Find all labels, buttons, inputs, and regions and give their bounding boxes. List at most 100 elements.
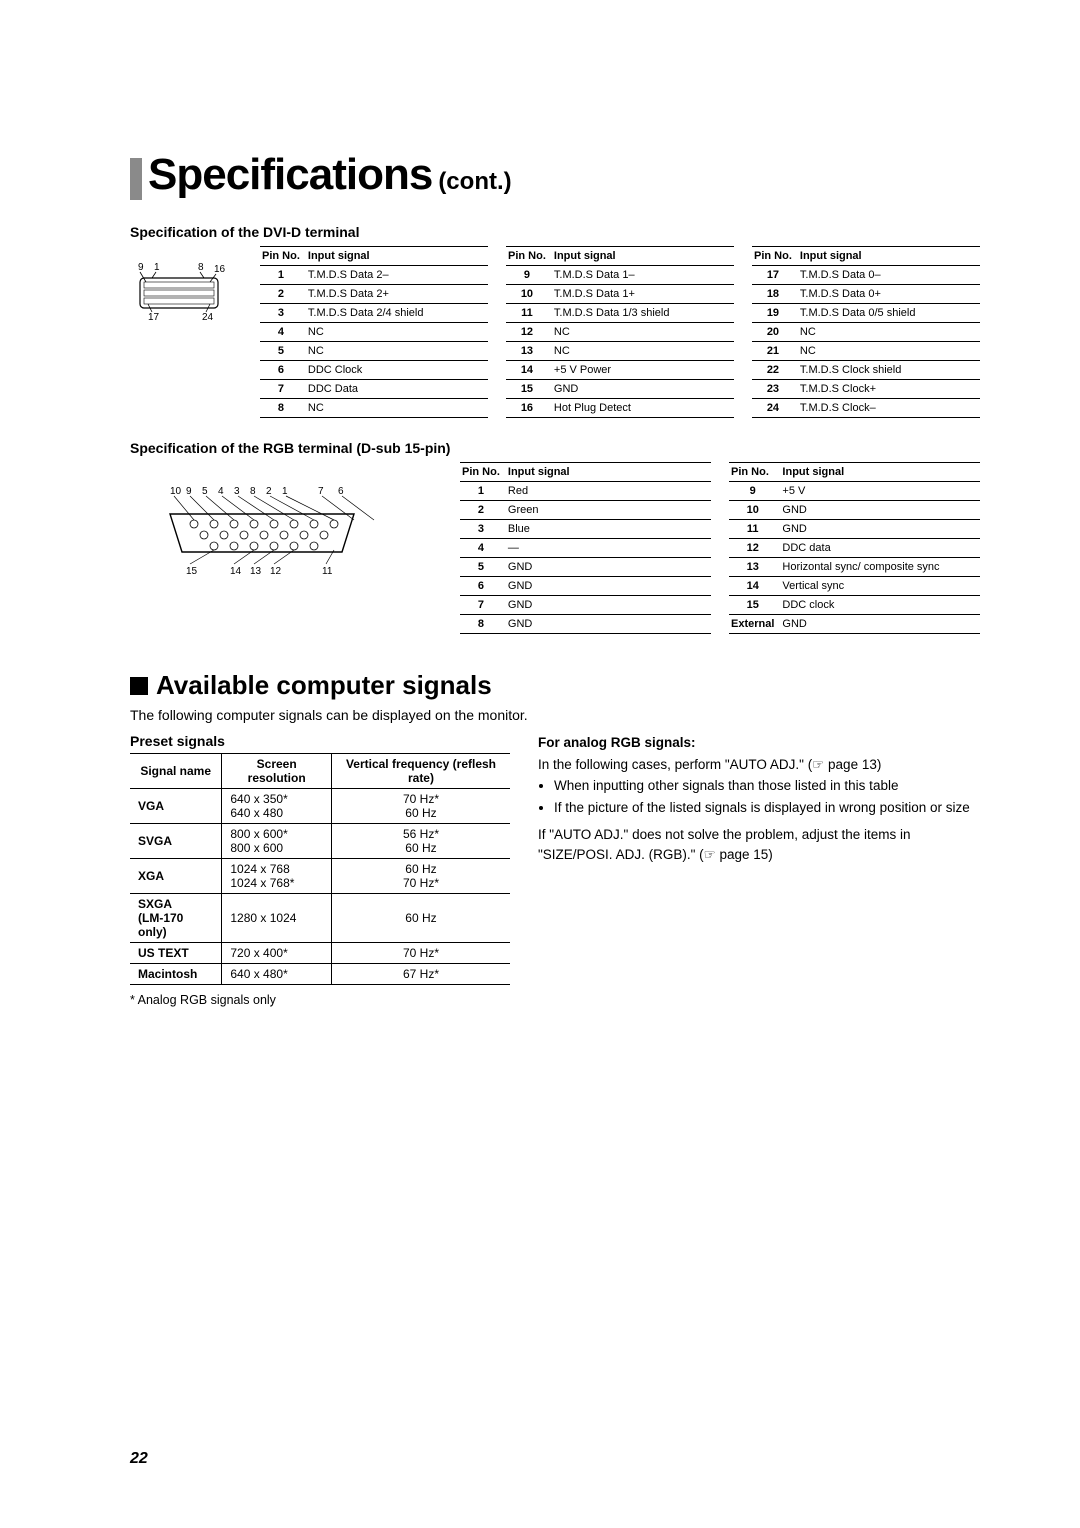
table-row: ExternalGND — [729, 615, 980, 634]
preset-left: Preset signals Signal name Screen resolu… — [130, 733, 510, 1007]
signal-res: 640 x 480* — [222, 964, 332, 985]
rgb-notes-p1: In the following cases, perform "AUTO AD… — [538, 755, 980, 775]
pin-no: 19 — [752, 304, 798, 323]
dvi-heading: Specification of the DVI-D terminal — [130, 224, 980, 240]
pin-table: Pin No.Input signal17T.M.D.S Data 0–18T.… — [752, 246, 980, 418]
pin-signal: GND — [506, 615, 711, 634]
pin-signal: GND — [552, 380, 734, 399]
pin-signal: DDC Clock — [306, 361, 488, 380]
table-row: 17T.M.D.S Data 0– — [752, 266, 980, 285]
svg-text:14: 14 — [230, 566, 242, 577]
table-row: 1T.M.D.S Data 2– — [260, 266, 488, 285]
pin-signal: T.M.D.S Data 0+ — [798, 285, 980, 304]
signal-res: 1024 x 7681024 x 768* — [222, 859, 332, 894]
pin-signal: NC — [798, 323, 980, 342]
pin-table: Pin No.Input signal9T.M.D.S Data 1–10T.M… — [506, 246, 734, 418]
pin-signal: — — [506, 539, 711, 558]
page-number: 22 — [130, 1450, 148, 1468]
table-row: 9+5 V — [729, 482, 980, 501]
pin-no: 11 — [729, 520, 780, 539]
table-row: 16Hot Plug Detect — [506, 399, 734, 418]
pin-no: 23 — [752, 380, 798, 399]
preset-signals-table: Signal name Screen resolution Vertical f… — [130, 753, 510, 985]
table-row: 1Red — [460, 482, 711, 501]
avail-intro: The following computer signals can be di… — [130, 707, 980, 723]
pin-signal: T.M.D.S Data 1/3 shield — [552, 304, 734, 323]
svg-text:8: 8 — [198, 262, 204, 273]
signal-name: SVGA — [130, 824, 222, 859]
pin-no: 7 — [260, 380, 306, 399]
pin-signal: Vertical sync — [780, 577, 980, 596]
table-row: 11GND — [729, 520, 980, 539]
signal-freq: 70 Hz* — [331, 943, 510, 964]
pin-table: Pin No.Input signal1T.M.D.S Data 2–2T.M.… — [260, 246, 488, 418]
pin-no: 10 — [729, 501, 780, 520]
pin-no: 14 — [729, 577, 780, 596]
table-row: 6DDC Clock — [260, 361, 488, 380]
table-row: 8NC — [260, 399, 488, 418]
table-row: SVGA800 x 600*800 x 60056 Hz*60 Hz — [130, 824, 510, 859]
pin-signal: T.M.D.S Data 1– — [552, 266, 734, 285]
signal-freq: 60 Hz70 Hz* — [331, 859, 510, 894]
pin-no: 16 — [506, 399, 552, 418]
pin-no: 12 — [729, 539, 780, 558]
signal-name: VGA — [130, 789, 222, 824]
signal-freq: 70 Hz*60 Hz — [331, 789, 510, 824]
table-row: Macintosh640 x 480*67 Hz* — [130, 964, 510, 985]
pin-signal: NC — [306, 342, 488, 361]
title-cont: (cont.) — [438, 168, 511, 196]
pin-no: 10 — [506, 285, 552, 304]
pin-no: 9 — [729, 482, 780, 501]
pin-signal: DDC data — [780, 539, 980, 558]
table-row: 13Horizontal sync/ composite sync — [729, 558, 980, 577]
pin-no: 7 — [460, 596, 506, 615]
pin-signal: GND — [506, 577, 711, 596]
table-row: 23T.M.D.S Clock+ — [752, 380, 980, 399]
pin-no: 5 — [260, 342, 306, 361]
preset-th-name: Signal name — [130, 754, 222, 789]
table-row: 5GND — [460, 558, 711, 577]
pin-no: 18 — [752, 285, 798, 304]
pin-signal: T.M.D.S Data 2/4 shield — [306, 304, 488, 323]
pin-no: 6 — [460, 577, 506, 596]
pin-no: 5 — [460, 558, 506, 577]
table-row: VGA640 x 350*640 x 48070 Hz*60 Hz — [130, 789, 510, 824]
pin-no: 14 — [506, 361, 552, 380]
pin-signal: GND — [780, 520, 980, 539]
preset-th-freq: Vertical frequency (reflesh rate) — [331, 754, 510, 789]
pin-no: 9 — [506, 266, 552, 285]
pin-signal: NC — [798, 342, 980, 361]
title-main: Specifications — [148, 150, 432, 200]
pin-signal: T.M.D.S Clock shield — [798, 361, 980, 380]
rgb-notes-p2: If "AUTO ADJ." does not solve the proble… — [538, 825, 980, 864]
svg-text:2: 2 — [266, 486, 272, 497]
pin-th-sig: Input signal — [780, 463, 980, 482]
preset-th-res: Screen resolution — [222, 754, 332, 789]
pin-signal: DDC Data — [306, 380, 488, 399]
signal-res: 640 x 350*640 x 480 — [222, 789, 332, 824]
svg-text:10: 10 — [170, 486, 182, 497]
title-accent-bar — [130, 158, 142, 200]
svg-text:11: 11 — [322, 566, 333, 577]
table-row: 18T.M.D.S Data 0+ — [752, 285, 980, 304]
svg-text:9: 9 — [186, 486, 192, 497]
pin-signal: T.M.D.S Data 0– — [798, 266, 980, 285]
square-bullet-icon — [130, 677, 148, 695]
rgb-notes-bullets: When inputting other signals than those … — [538, 776, 980, 817]
rgb-heading: Specification of the RGB terminal (D-sub… — [130, 440, 980, 456]
table-row: 24T.M.D.S Clock– — [752, 399, 980, 418]
signal-freq: 60 Hz — [331, 894, 510, 943]
table-row: 15GND — [506, 380, 734, 399]
table-row: 3Blue — [460, 520, 711, 539]
pin-signal: NC — [552, 323, 734, 342]
svg-text:6: 6 — [338, 486, 344, 497]
rgb-notes: For analog RGB signals: In the following… — [538, 733, 980, 1007]
table-row: 13NC — [506, 342, 734, 361]
svg-text:17: 17 — [148, 312, 160, 323]
table-row: 2T.M.D.S Data 2+ — [260, 285, 488, 304]
signal-name: SXGA (LM-170 only) — [130, 894, 222, 943]
pin-signal: GND — [780, 501, 980, 520]
pin-no: External — [729, 615, 780, 634]
pin-signal: T.M.D.S Clock– — [798, 399, 980, 418]
rgb-block: 10954382176 1514131211 Pin No.Input sign… — [130, 462, 980, 634]
